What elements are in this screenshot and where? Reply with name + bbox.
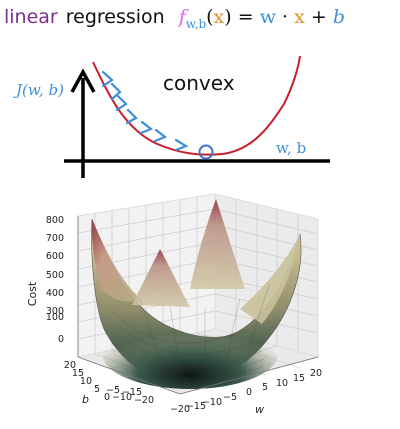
formula-close-paren: ) <box>224 6 232 28</box>
b-tick-minus10: −10 <box>112 392 132 403</box>
b-axis-line <box>77 356 181 395</box>
z-axis-label: Cost <box>26 281 39 306</box>
convex-curve <box>92 55 301 156</box>
b-tick-labels: 20 15 10 5 0 −5 −10 −15 −20 <box>64 360 154 406</box>
z-tick-0: 0 <box>58 334 64 345</box>
z-tick-labels: 800 700 600 500 400 300 200 100 0 <box>46 215 64 345</box>
title-line: linear regression fw,b(x) = w · x + b <box>4 6 396 40</box>
formula-f: f <box>178 6 186 28</box>
b-tick-minus20: −20 <box>134 395 154 406</box>
title-word-linear: linear <box>4 6 58 28</box>
step-arrow-5 <box>139 120 154 135</box>
gradient-step-arrows <box>101 70 189 152</box>
model-formula: fw,b(x) = w · x + b <box>178 6 346 31</box>
w-tick-minus20: −20 <box>170 404 190 415</box>
title-word-regression: regression <box>65 6 165 28</box>
w-tick-10: 10 <box>276 378 288 389</box>
z-tick-700: 700 <box>46 233 64 244</box>
step-arrow-4 <box>125 108 138 125</box>
formula-x2: x <box>294 6 305 28</box>
formula-w: w <box>259 6 276 28</box>
sketch-y-label: J(w, b) <box>13 81 64 99</box>
formula-open-paren: ( <box>206 6 214 28</box>
w-tick-minus15: −15 <box>186 401 206 412</box>
step-arrow-6 <box>153 128 168 143</box>
cost-surface-plot: Cost 800 700 600 500 400 300 200 100 0 2… <box>26 193 322 416</box>
w-tick-0: 0 <box>246 387 252 398</box>
z-tick-600: 600 <box>46 251 64 262</box>
w-tick-5: 5 <box>262 382 268 393</box>
surface-left-peak <box>91 219 140 302</box>
b-tick-20: 20 <box>64 360 76 371</box>
surface-right-peak <box>240 234 300 324</box>
b-tick-minus15: −15 <box>122 387 142 398</box>
surface-mesh <box>109 283 271 386</box>
z-tick-800: 800 <box>46 215 64 226</box>
sketch-x-label: w, b <box>276 139 306 157</box>
w-axis-label: w <box>255 403 264 416</box>
surface-back-peak-middle <box>132 249 190 307</box>
w-axis-line <box>179 356 319 395</box>
formula-b: b <box>332 6 346 28</box>
w-tick-minus5: −5 <box>223 392 237 403</box>
formula-dot: · <box>282 6 289 28</box>
b-tick-10: 10 <box>80 376 92 387</box>
step-arrow-2 <box>110 82 122 101</box>
b-tick-0: 0 <box>104 392 110 403</box>
step-arrow-1 <box>101 70 114 88</box>
z-tick-300: 300 <box>46 306 64 317</box>
z-tick-400: 400 <box>46 288 64 299</box>
b-tick-15: 15 <box>72 368 84 379</box>
w-tick-minus10: −10 <box>202 397 222 408</box>
b-tick-minus5: −5 <box>106 385 120 396</box>
b-tick-5: 5 <box>94 384 100 395</box>
surface-back-peak-right <box>190 199 245 289</box>
step-arrow-3 <box>115 94 128 112</box>
sketch-annotation-convex: convex <box>163 71 235 95</box>
formula-plus: + <box>310 6 327 28</box>
z-tick-500: 500 <box>46 270 64 281</box>
formula-x: x <box>213 6 225 28</box>
minimum-circle <box>198 144 214 160</box>
w-tick-labels: −20 −15 −10 −5 0 5 10 15 20 <box>170 368 322 415</box>
convex-sketch: convex J(w, b) w, b <box>13 55 330 178</box>
formula-equals: = <box>237 6 254 28</box>
z-tick-100: 100 <box>46 312 64 323</box>
sketch-y-arrowhead <box>70 68 96 93</box>
step-arrow-7 <box>174 138 189 152</box>
w-tick-15: 15 <box>293 373 305 384</box>
formula-subscript: w,b <box>185 16 207 31</box>
w-tick-20: 20 <box>310 368 322 379</box>
b-axis-label: b <box>82 393 89 406</box>
